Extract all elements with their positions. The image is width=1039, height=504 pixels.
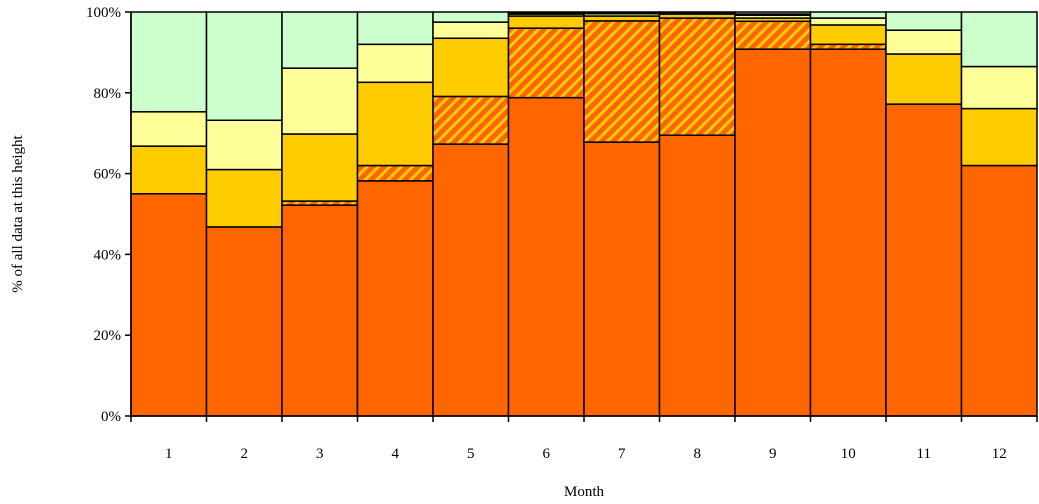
bar-column-month-1 — [130, 11, 208, 417]
bar-segment — [205, 226, 283, 417]
bar-column-month-11 — [885, 11, 963, 417]
bar-segment — [432, 37, 510, 98]
bar-segment — [432, 11, 510, 23]
bar-segment — [960, 164, 1038, 417]
bar-column-month-9 — [734, 11, 812, 417]
bar-segment — [432, 21, 510, 40]
bar-segment — [281, 67, 359, 135]
bar-segment — [356, 81, 434, 167]
axes-layer: 0%20%40%60%80%100%1 2 3 4 5 6 7 8 9 10 11 12 — [86, 5, 1038, 462]
x-tick-label: 2 — [241, 446, 249, 462]
bar-segment — [432, 95, 510, 145]
bar-segment — [583, 141, 661, 417]
bar-segment — [960, 107, 1038, 167]
bar-segment — [507, 11, 585, 14]
bar-column-month-2 — [205, 11, 283, 417]
y-tick-label: 80% — [94, 86, 122, 102]
x-tick-label: 10 — [841, 446, 856, 462]
x-tick-label: 9 — [769, 446, 777, 462]
bar-segment — [130, 11, 208, 113]
bar-segment — [885, 103, 963, 417]
y-tick-label: 100% — [86, 5, 121, 21]
y-tick-label: 40% — [94, 247, 122, 263]
bar-segment — [658, 134, 736, 417]
bar-segment — [130, 193, 208, 417]
x-tick-label: 6 — [543, 446, 551, 462]
bar-segment — [356, 180, 434, 417]
bar-segment — [281, 133, 359, 202]
bar-segment — [960, 11, 1038, 68]
bar-segment — [507, 27, 585, 99]
bar-segment — [507, 15, 585, 29]
y-axis-title: % of all data at this height — [10, 134, 26, 292]
bar-segment — [734, 48, 812, 417]
x-tick-label: 3 — [316, 446, 324, 462]
bar-column-month-12 — [960, 11, 1038, 417]
bar-segment — [356, 164, 434, 182]
bar-segment — [281, 11, 359, 69]
bar-column-month-3 — [281, 11, 359, 417]
bar-segment — [885, 29, 963, 55]
bar-segment — [205, 11, 283, 122]
x-tick-label: 1 — [165, 446, 173, 462]
bar-segment — [885, 11, 963, 31]
bar-segment — [658, 11, 736, 14]
bar-segment — [432, 143, 510, 417]
bar-segment — [734, 20, 812, 50]
bar-column-month-4 — [356, 11, 434, 417]
bar-segment — [507, 96, 585, 417]
x-tick-label: 7 — [618, 446, 626, 462]
x-tick-label: 5 — [467, 446, 475, 462]
bar-segment — [205, 168, 283, 228]
bar-column-month-5 — [432, 11, 510, 417]
bar-segment — [809, 24, 887, 46]
bar-segment — [809, 11, 887, 19]
bar-segment — [281, 204, 359, 417]
bar-segment — [658, 17, 736, 136]
bar-segment — [130, 145, 208, 195]
bar-segment — [734, 11, 812, 15]
x-tick-label: 11 — [917, 446, 931, 462]
x-axis-title: Month — [564, 484, 605, 500]
bar-segment — [960, 65, 1038, 110]
bar-segment — [130, 111, 208, 147]
y-tick-label: 20% — [94, 328, 122, 344]
bar-segment — [356, 11, 434, 46]
y-tick-label: 60% — [94, 167, 122, 183]
bar-segment — [205, 119, 283, 171]
bar-column-month-6 — [507, 11, 585, 417]
x-tick-label: 12 — [992, 446, 1007, 462]
bar-column-month-7 — [583, 11, 661, 417]
bar-segment — [356, 43, 434, 84]
y-tick-label: 0% — [101, 409, 121, 425]
x-tick-label: 8 — [694, 446, 702, 462]
bar-segment — [583, 20, 661, 143]
bar-column-month-8 — [658, 11, 736, 417]
bar-segment — [809, 17, 887, 26]
bar-segment — [885, 53, 963, 105]
bar-column-month-10 — [809, 11, 887, 417]
bar-segment — [583, 11, 661, 14]
bars-layer — [130, 11, 1038, 417]
x-tick-label: 4 — [392, 446, 400, 462]
bar-segment — [809, 48, 887, 417]
